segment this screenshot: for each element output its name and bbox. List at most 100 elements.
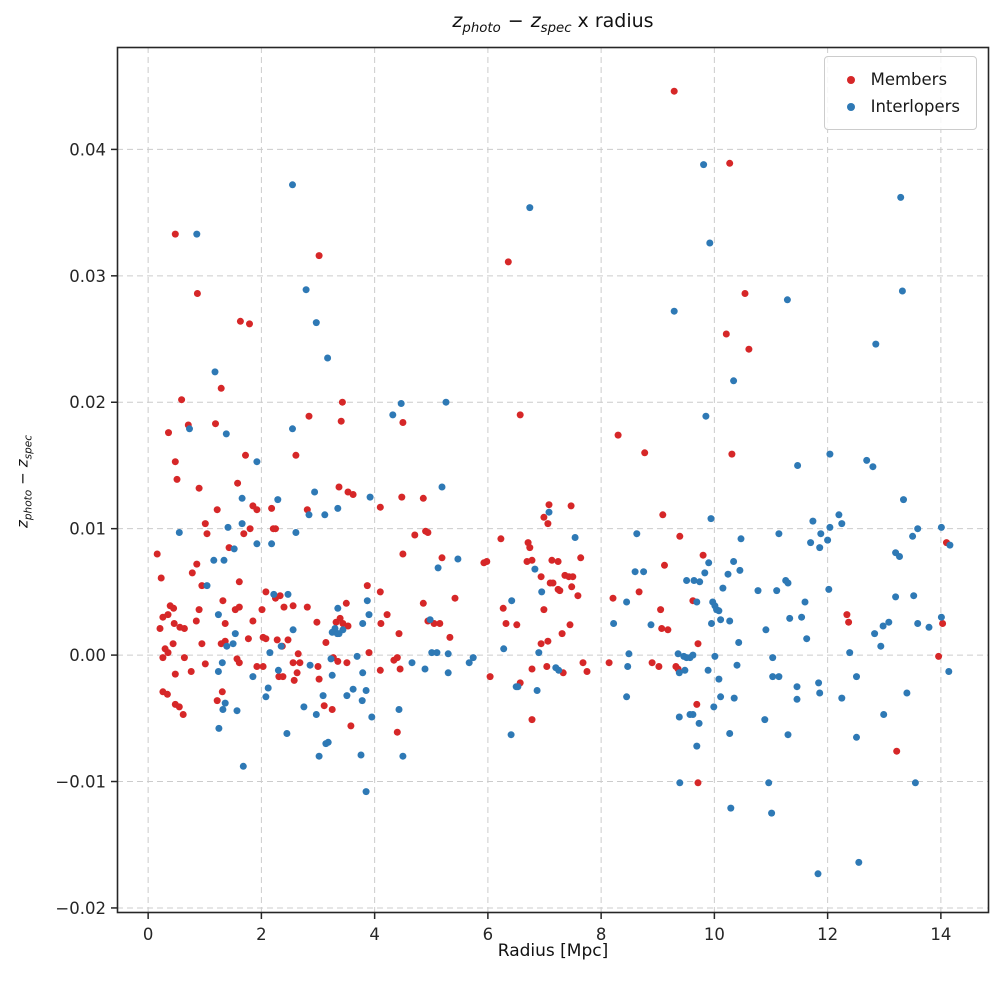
scatter-point-interlopers <box>438 483 446 491</box>
scatter-point-members <box>424 529 432 536</box>
scatter-point-members <box>328 706 336 713</box>
scatter-point-members <box>322 639 330 646</box>
scatter-point-interlopers <box>444 650 452 658</box>
scatter-point-members <box>171 458 179 466</box>
scatter-point-interlopers <box>900 496 907 504</box>
scatter-point-interlopers <box>675 669 683 677</box>
scatter-point-members <box>253 663 261 670</box>
scatter-point-interlopers <box>229 640 237 648</box>
scatter-point-members <box>376 588 384 596</box>
scatter-point-members <box>170 620 178 627</box>
scatter-point-members <box>235 659 243 667</box>
scatter-point-members <box>528 665 536 673</box>
scatter-point-members <box>377 620 385 627</box>
scatter-point-interlopers <box>312 319 320 327</box>
scatter-point-interlopers <box>715 675 723 683</box>
scatter-point-interlopers <box>872 340 880 348</box>
scatter-point-members <box>893 747 901 755</box>
scatter-point-members <box>699 551 707 559</box>
scatter-point-interlopers <box>885 618 893 626</box>
scatter-point-members <box>526 544 534 552</box>
scatter-point-interlopers <box>362 788 370 796</box>
scatter-point-members <box>171 670 179 678</box>
scatter-point-members <box>195 484 203 492</box>
scatter-point-interlopers <box>690 577 698 584</box>
scatter-point-interlopers <box>289 425 296 433</box>
scatter-point-members <box>567 502 575 510</box>
scatter-point-interlopers <box>283 730 291 737</box>
scatter-point-members <box>609 594 617 602</box>
scatter-point-members <box>843 611 851 619</box>
scatter-point-members <box>164 611 172 619</box>
scatter-point-interlopers <box>784 731 792 739</box>
scatter-point-interlopers <box>555 666 563 674</box>
scatter-point-members <box>334 657 342 665</box>
scatter-point-members <box>337 417 345 425</box>
scatter-point-interlopers <box>238 520 246 528</box>
scatter-point-members <box>269 525 277 533</box>
scatter-point-interlopers <box>946 541 954 549</box>
scatter-point-interlopers <box>266 649 274 657</box>
scatter-point-interlopers <box>726 730 734 737</box>
scatter-point-interlopers <box>898 287 906 295</box>
scatter-point-interlopers <box>809 517 817 525</box>
scatter-point-members <box>292 451 300 459</box>
scatter-point-interlopers <box>623 693 631 701</box>
scatter-point-interlopers <box>727 804 735 812</box>
scatter-point-members <box>320 702 328 710</box>
scatter-point-members <box>164 649 172 657</box>
scatter-point-members <box>513 621 521 629</box>
scatter-point-interlopers <box>442 398 450 406</box>
scatter-point-interlopers <box>762 626 770 634</box>
scatter-point-interlopers <box>531 565 539 573</box>
scatter-point-interlopers <box>835 511 843 519</box>
scatter-point-interlopers <box>433 649 441 657</box>
scatter-point-interlopers <box>268 540 276 548</box>
legend-label-members: Members <box>870 70 948 89</box>
scatter-point-interlopers <box>815 679 823 687</box>
scatter-point-interlopers <box>353 652 361 660</box>
scatter-point-interlopers <box>426 616 434 624</box>
scatter-point-interlopers <box>803 635 811 643</box>
legend-item-interlopers: Interlopers <box>839 93 960 120</box>
scatter-point-interlopers <box>508 597 516 605</box>
scatter-point-interlopers <box>702 412 710 420</box>
scatter-point-interlopers <box>215 724 223 732</box>
scatter-point-interlopers <box>389 411 397 419</box>
scatter-point-interlopers <box>631 568 639 576</box>
scatter-point-interlopers <box>334 504 342 512</box>
scatter-point-members <box>344 622 352 630</box>
scatter-point-interlopers <box>264 684 272 692</box>
scatter-point-members <box>242 451 249 459</box>
scatter-point-interlopers <box>911 779 919 787</box>
scatter-point-members <box>305 412 313 420</box>
scatter-point-interlopers <box>624 663 632 670</box>
scatter-point-interlopers <box>349 685 357 693</box>
scatter-point-members <box>399 419 407 426</box>
scatter-point-members <box>436 620 444 627</box>
scatter-point-interlopers <box>736 566 744 574</box>
scatter-point-interlopers <box>706 239 714 247</box>
scatter-point-members <box>528 716 536 724</box>
scatter-point-interlopers <box>315 752 323 760</box>
scatter-point-interlopers <box>211 368 219 376</box>
scatter-point-interlopers <box>754 587 762 595</box>
scatter-point-members <box>376 666 384 674</box>
scatter-point-members <box>694 640 702 648</box>
scatter-point-interlopers <box>701 569 709 577</box>
scatter-point-interlopers <box>312 711 320 718</box>
scatter-point-members <box>296 659 304 667</box>
scatter-point-interlopers <box>715 607 723 615</box>
scatter-point-members <box>411 531 419 539</box>
scatter-point-members <box>213 506 221 514</box>
scatter-point-interlopers <box>221 699 229 707</box>
scatter-point-interlopers <box>623 598 631 606</box>
scatter-point-members <box>217 384 225 392</box>
scatter-point-interlopers <box>726 617 734 625</box>
scatter-point-members <box>159 654 167 662</box>
scatter-point-members <box>246 320 253 328</box>
scatter-point-interlopers <box>219 706 227 713</box>
scatter-point-interlopers <box>331 625 339 632</box>
y-tick-label: −0.01 <box>55 773 106 792</box>
scatter-point-members <box>198 640 206 648</box>
